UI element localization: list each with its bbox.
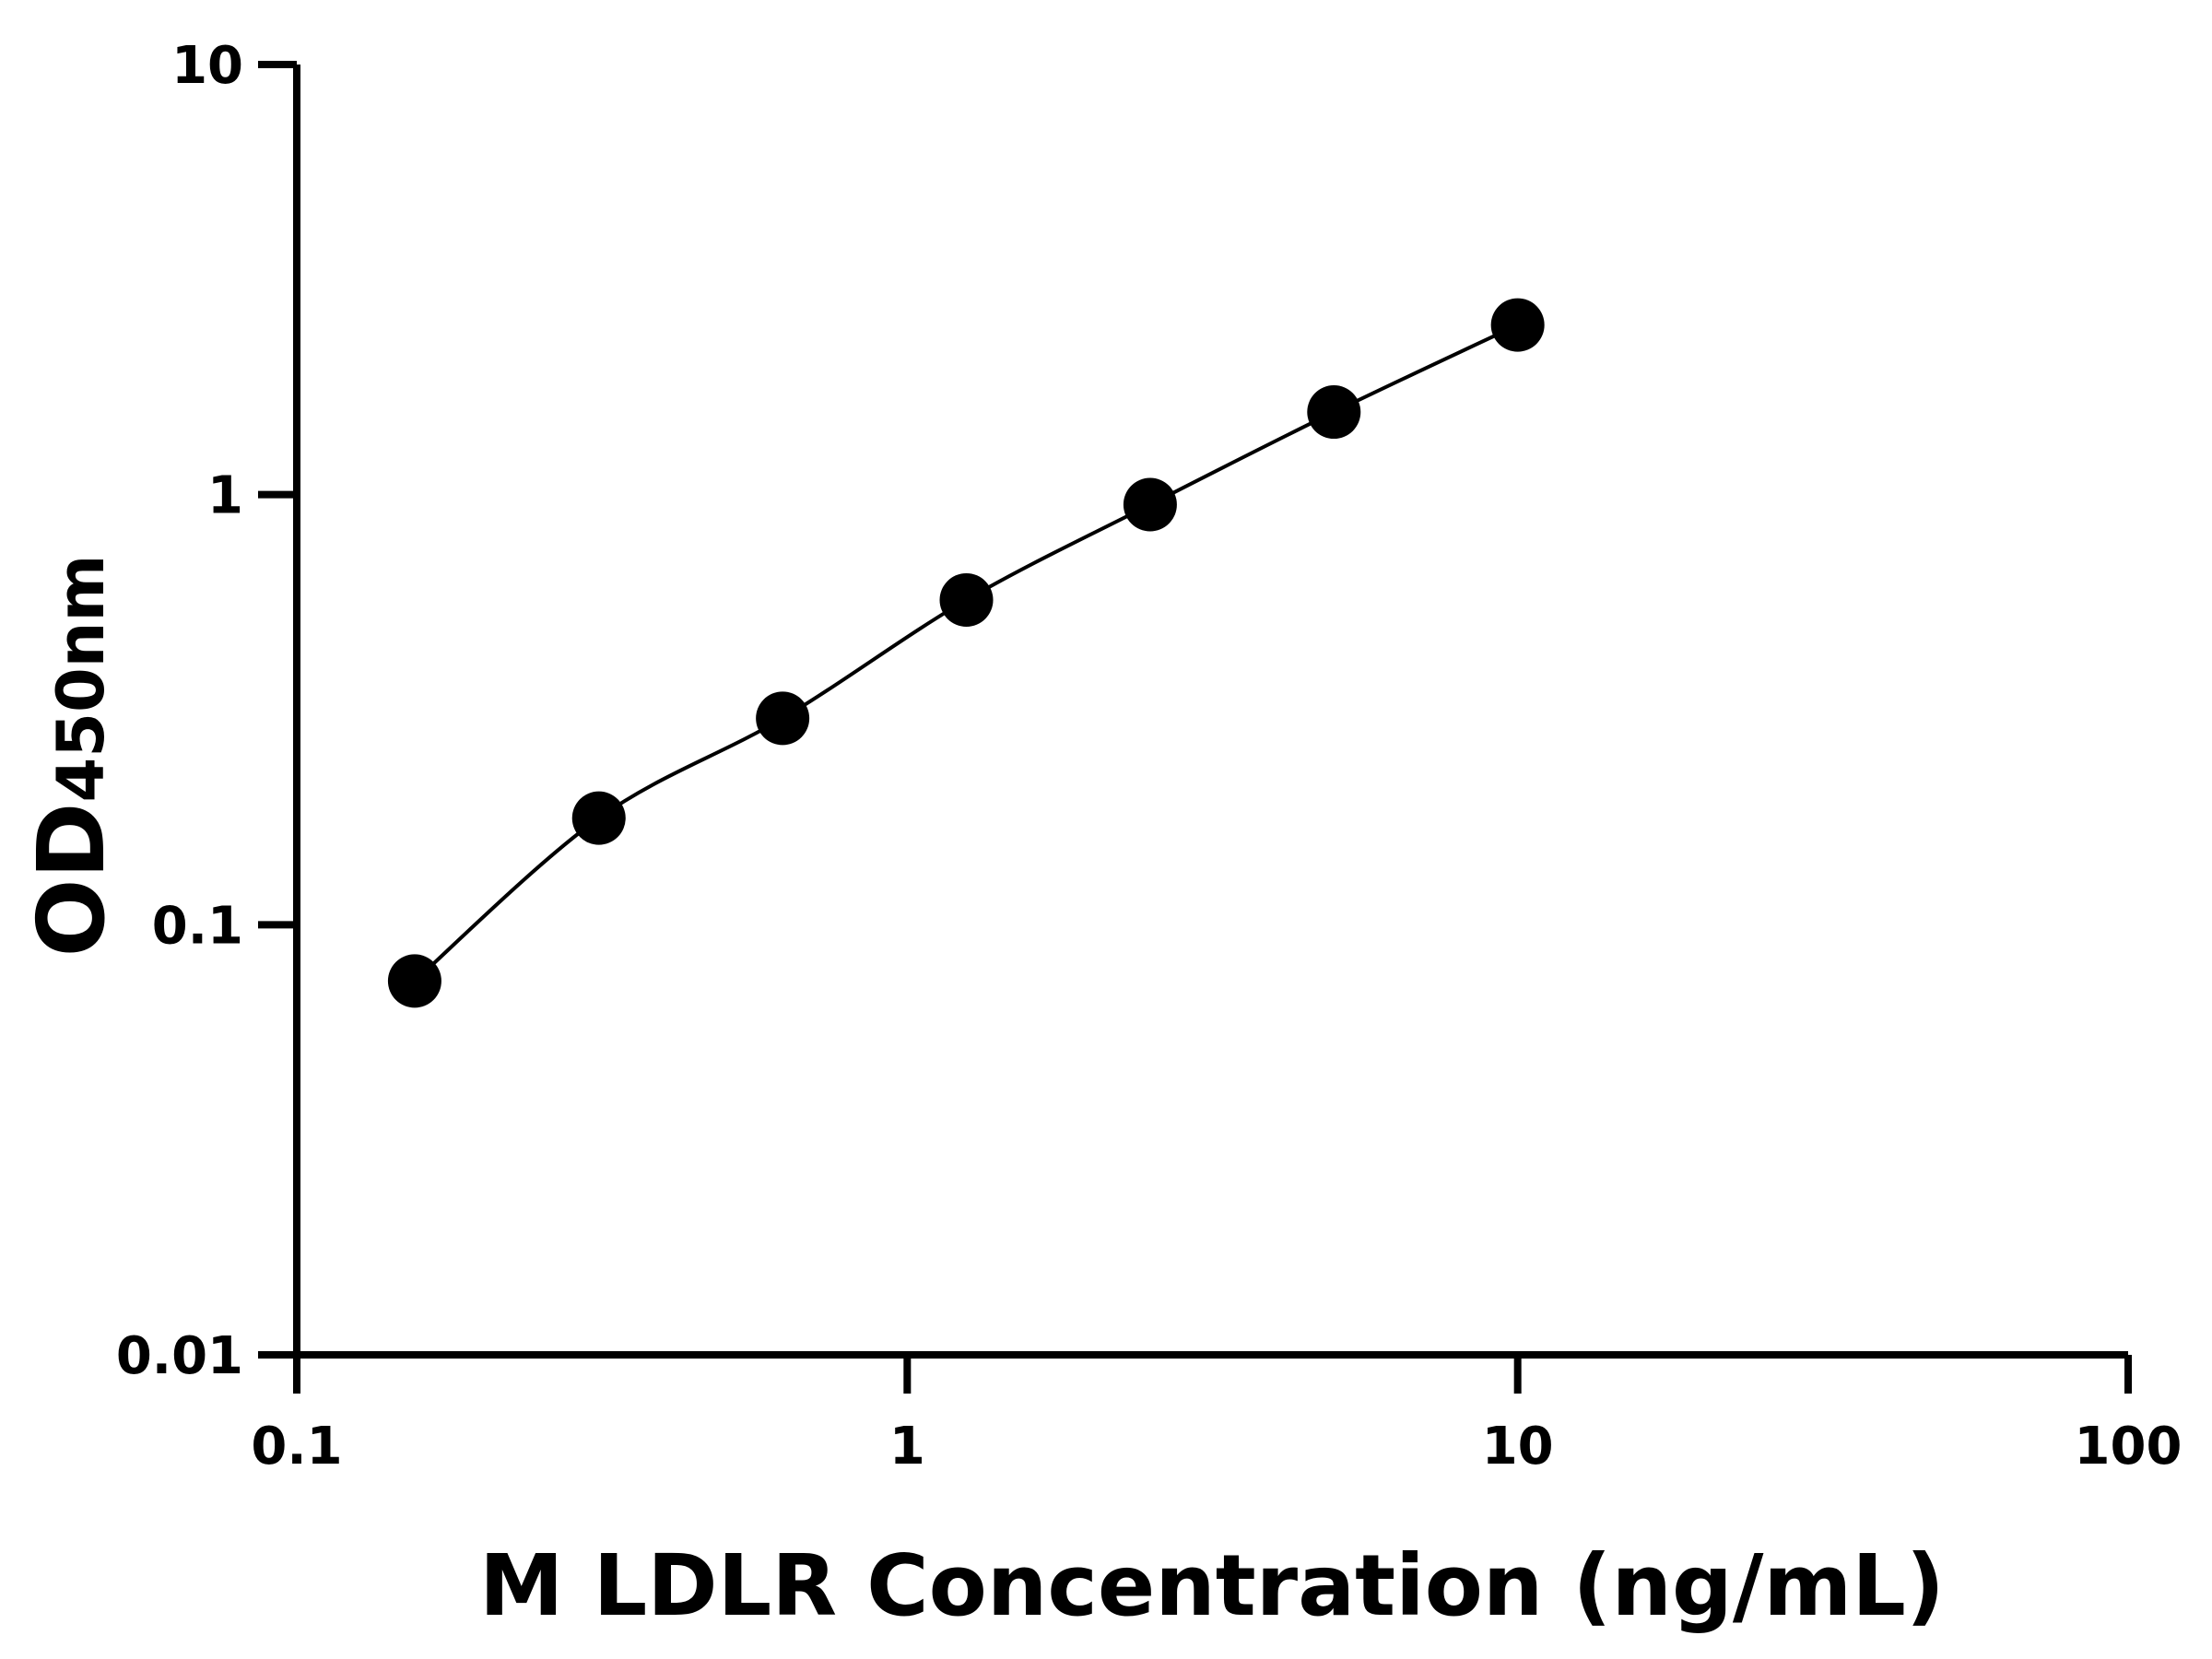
y-tick-label: 1 [207,466,243,526]
x-tick-label: 0.1 [251,1417,342,1477]
x-tick-label: 1 [889,1417,925,1477]
data-point [1490,298,1545,352]
y-tick-label: 10 [171,36,243,96]
x-axis-title: M LDLR Concentration (ng/mL) [479,1536,1945,1635]
data-point [1307,385,1361,440]
y-axis-title: OD450nm [18,555,125,958]
axes [293,65,2128,1359]
data-point [756,691,810,746]
x-tick-label: 100 [2075,1417,2183,1477]
y-tick-label: 0.1 [152,896,243,956]
y-tick-label: 0.01 [116,1326,243,1386]
y-axis-title-subscript: 450nm [43,555,119,803]
data-point [939,572,994,627]
data-point [1123,477,1177,532]
data-point [387,954,441,1008]
data-point [571,791,626,845]
y-axis-title-main: OD [18,802,125,957]
data-points [387,298,1545,1008]
x-tick-label: 10 [1482,1417,1554,1477]
